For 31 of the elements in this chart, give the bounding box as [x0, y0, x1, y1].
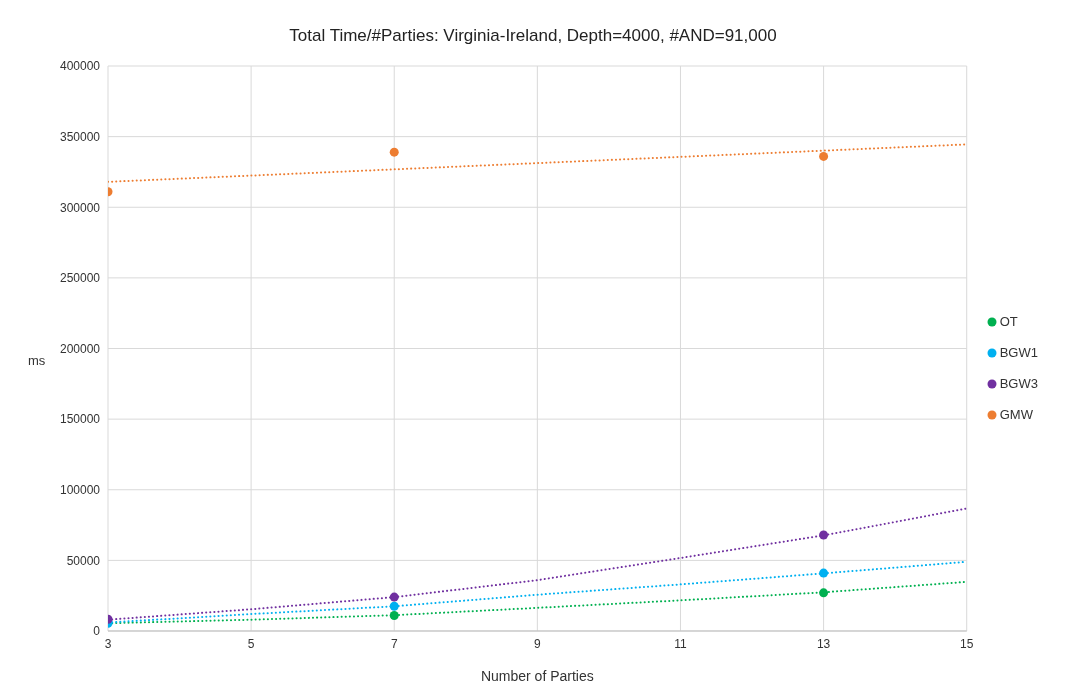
point	[389, 147, 399, 157]
y-tick-label: 350000	[59, 129, 101, 144]
x-tick-label: 7	[390, 636, 398, 651]
y-tick-label: 250000	[59, 271, 101, 286]
legend-label: GMW	[999, 407, 1033, 422]
legend-label: OT	[999, 314, 1018, 329]
point	[389, 592, 399, 602]
legend-label: BGW1	[999, 345, 1038, 360]
y-tick-label: 50000	[66, 553, 101, 568]
point	[819, 151, 829, 161]
x-tick-label: 5	[247, 636, 255, 651]
y-tick-label: 400000	[59, 59, 101, 74]
x-tick-label: 13	[816, 636, 831, 651]
y-tick-label: 200000	[59, 341, 101, 356]
x-tick-label: 3	[104, 636, 112, 651]
x-tick-label: 15	[960, 636, 974, 651]
chart-title: Total Time/#Parties: Virginia-Ireland, Depth=4000, #AND=91,000	[288, 25, 778, 47]
x-axis-title: Number of Parties	[480, 668, 594, 684]
y-tick-label: 100000	[59, 483, 101, 498]
x-tick-label: 11	[674, 636, 688, 651]
legend-label: BGW3	[999, 376, 1038, 391]
y-tick-label: 150000	[59, 412, 101, 427]
point	[819, 568, 829, 578]
point	[389, 610, 399, 620]
x-tick-label: 9	[534, 636, 542, 651]
y-tick-label: 300000	[59, 200, 101, 215]
y-tick-label: 0	[93, 624, 101, 639]
point	[389, 601, 399, 611]
point	[819, 530, 829, 540]
y-axis-title: ms	[28, 353, 46, 368]
point	[819, 588, 829, 598]
